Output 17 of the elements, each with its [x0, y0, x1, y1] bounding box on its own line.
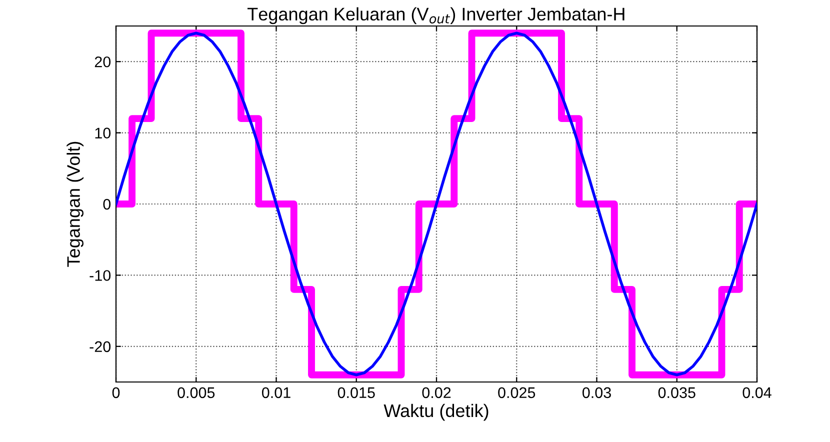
x-tick-label: 0.04: [742, 387, 772, 398]
x-tick-label: 0.02: [422, 387, 451, 398]
x-tick-label: 0.005: [178, 387, 215, 398]
x-tick-label: 0.03: [582, 387, 611, 398]
x-axis-title: Waktu (detik): [384, 404, 488, 421]
x-tick-label: 0.025: [498, 387, 536, 398]
y-tick-label: -10: [90, 270, 111, 281]
y-tick-label: 0: [103, 198, 111, 210]
x-tick-label: 0.035: [658, 387, 696, 398]
chart-title: Tegangan Keluaran (V$_{out}$) Inverter Jembatan-H: [248, 7, 624, 24]
y-tick-label: 10: [95, 128, 111, 138]
x-tick-label: 0.01: [262, 387, 290, 398]
y-tick-label: -20: [90, 341, 111, 352]
x-tick-label: 0: [112, 387, 120, 398]
x-tick-label: 0.015: [338, 387, 375, 398]
y-axis-title: Tegangan (Volt): [66, 142, 84, 267]
y-tick-label: 20: [94, 56, 111, 68]
